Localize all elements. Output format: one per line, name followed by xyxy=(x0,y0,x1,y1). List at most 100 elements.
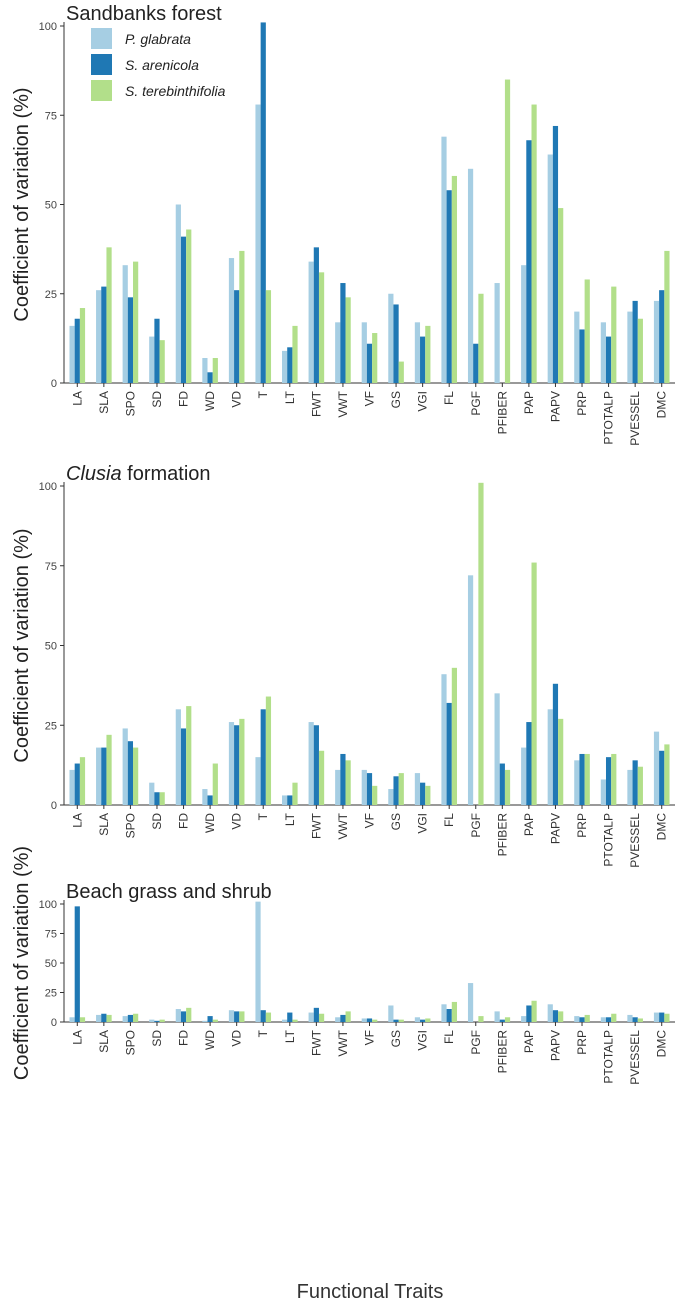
bar-s-arenicola-fwt xyxy=(313,725,319,805)
bar-s-terebinthifolia-vd xyxy=(239,718,245,805)
x-tick-label-spo: SPO xyxy=(123,391,137,416)
bar-s-terebinthifolia-sd xyxy=(159,1019,165,1022)
bar-p-glabrata-vgi xyxy=(414,1017,421,1022)
bar-p-glabrata-pfiber xyxy=(494,693,500,805)
bar-p-glabrata-la xyxy=(69,769,75,805)
bar-p-glabrata-gs xyxy=(388,1005,394,1022)
x-tick-label-t: T xyxy=(256,812,270,820)
x-tick-label-pfiber: PFIBER xyxy=(495,391,509,435)
bar-s-terebinthifolia-pvessel xyxy=(637,318,643,383)
bar-s-terebinthifolia-vwt xyxy=(345,297,351,383)
bar-s-terebinthifolia-fl xyxy=(451,1001,457,1022)
bar-s-terebinthifolia-lt xyxy=(292,325,298,383)
x-tick-label-sla: SLA xyxy=(97,391,111,414)
x-tick-label-vf: VF xyxy=(363,1030,377,1045)
bar-s-arenicola-lt xyxy=(287,347,293,383)
bar-s-arenicola-pfiber xyxy=(499,763,505,805)
bar-p-glabrata-pfiber xyxy=(494,1011,500,1022)
bar-s-terebinthifolia-fwt xyxy=(318,272,325,383)
bar-p-glabrata-papv xyxy=(547,154,553,383)
x-tick-label-t: T xyxy=(256,390,270,398)
bar-s-arenicola-prp xyxy=(579,329,585,383)
bar-s-arenicola-lt xyxy=(287,795,293,805)
bar-p-glabrata-vd xyxy=(228,1010,235,1022)
bar-s-arenicola-la xyxy=(74,318,80,383)
bar-s-terebinthifolia-dmc xyxy=(664,1013,670,1022)
bar-p-glabrata-gs xyxy=(388,293,394,383)
bar-p-glabrata-pgf xyxy=(467,168,474,383)
bar-s-terebinthifolia-vgi xyxy=(425,785,431,805)
x-tick-label-la: LA xyxy=(70,391,84,406)
bar-p-glabrata-t xyxy=(255,104,261,383)
y-tick-label: 0 xyxy=(51,378,57,390)
bar-p-glabrata-pap xyxy=(521,265,527,383)
x-tick-label-vd: VD xyxy=(230,1030,244,1047)
x-tick-label-pap: PAP xyxy=(522,391,536,414)
x-tick-label-lt: LT xyxy=(283,1029,297,1043)
x-tick-label-papv: PAPV xyxy=(548,391,562,422)
y-tick-label: 50 xyxy=(45,641,57,653)
bar-s-arenicola-vd xyxy=(234,725,240,805)
bar-s-terebinthifolia-sla xyxy=(106,734,112,805)
bar-s-arenicola-papv xyxy=(552,1010,559,1022)
x-tick-label-fl: FL xyxy=(442,813,456,827)
bar-p-glabrata-wd xyxy=(202,358,208,383)
bar-p-glabrata-pvessel xyxy=(627,769,633,805)
bar-s-arenicola-fd xyxy=(180,236,187,383)
bar-s-arenicola-pap xyxy=(526,140,532,383)
bar-s-arenicola-pgf xyxy=(473,343,479,383)
bar-p-glabrata-pap xyxy=(521,1016,527,1022)
bar-s-arenicola-sd xyxy=(154,318,160,383)
x-tick-label-prp: PRP xyxy=(575,1030,589,1055)
bar-s-terebinthifolia-pfiber xyxy=(504,1017,511,1022)
bar-s-terebinthifolia-la xyxy=(79,757,86,805)
bar-p-glabrata-fl xyxy=(441,136,447,383)
bar-p-glabrata-spo xyxy=(122,1016,128,1022)
x-tick-label-lt: LT xyxy=(283,390,297,404)
bar-s-terebinthifolia-fwt xyxy=(318,1013,325,1022)
bar-s-arenicola-dmc xyxy=(659,1012,665,1022)
bar-s-arenicola-prp xyxy=(579,1017,585,1022)
bar-s-terebinthifolia-fl xyxy=(451,667,457,805)
bar-s-arenicola-dmc xyxy=(659,290,665,383)
bar-s-terebinthifolia-pap xyxy=(531,1000,537,1022)
bar-s-terebinthifolia-papv xyxy=(558,208,564,383)
bar-s-arenicola-wd xyxy=(207,372,213,383)
x-tick-label-wd: WD xyxy=(203,1030,217,1050)
y-tick-label: 75 xyxy=(45,110,57,122)
bar-s-terebinthifolia-papv xyxy=(558,1011,564,1022)
bar-s-arenicola-pap xyxy=(526,722,532,805)
bar-p-glabrata-vgi xyxy=(414,773,421,805)
bar-s-arenicola-sd xyxy=(154,1020,160,1022)
x-tick-label-wd: WD xyxy=(203,391,217,411)
bar-p-glabrata-fl xyxy=(441,674,447,805)
bar-p-glabrata-dmc xyxy=(653,300,660,383)
legend-label-s-arenicola: S. arenicola xyxy=(125,57,199,73)
x-tick-label-vgi: VGI xyxy=(416,391,430,412)
y-tick-label: 25 xyxy=(45,289,57,301)
x-tick-label-gs: GS xyxy=(389,391,403,408)
bar-p-glabrata-la xyxy=(69,1017,75,1022)
bar-p-glabrata-ptotalp xyxy=(600,322,606,383)
bar-s-terebinthifolia-fd xyxy=(186,229,192,383)
bar-s-arenicola-gs xyxy=(393,1019,399,1022)
bar-s-terebinthifolia-lt xyxy=(292,1019,298,1022)
bar-s-terebinthifolia-sla xyxy=(106,247,112,383)
bar-s-arenicola-vwt xyxy=(340,753,346,805)
bar-s-terebinthifolia-ptotalp xyxy=(611,286,617,383)
x-tick-label-papv: PAPV xyxy=(548,813,562,844)
bar-p-glabrata-fd xyxy=(175,1009,181,1022)
bar-s-arenicola-fl xyxy=(446,702,452,805)
x-tick-label-pgf: PGF xyxy=(469,813,483,838)
bar-s-terebinthifolia-wd xyxy=(212,358,218,383)
bar-s-terebinthifolia-fd xyxy=(186,1007,192,1022)
legend-label-p-glabrata: P. glabrata xyxy=(125,31,191,47)
x-tick-label-vwt: VWT xyxy=(336,812,350,839)
bar-p-glabrata-la xyxy=(69,325,75,383)
bar-s-arenicola-vwt xyxy=(340,283,346,383)
bar-s-terebinthifolia-t xyxy=(265,1012,272,1022)
bar-s-arenicola-pvessel xyxy=(632,1017,638,1022)
bar-p-glabrata-pfiber xyxy=(494,283,500,383)
x-tick-label-vf: VF xyxy=(363,391,377,406)
bar-p-glabrata-papv xyxy=(547,1004,553,1022)
